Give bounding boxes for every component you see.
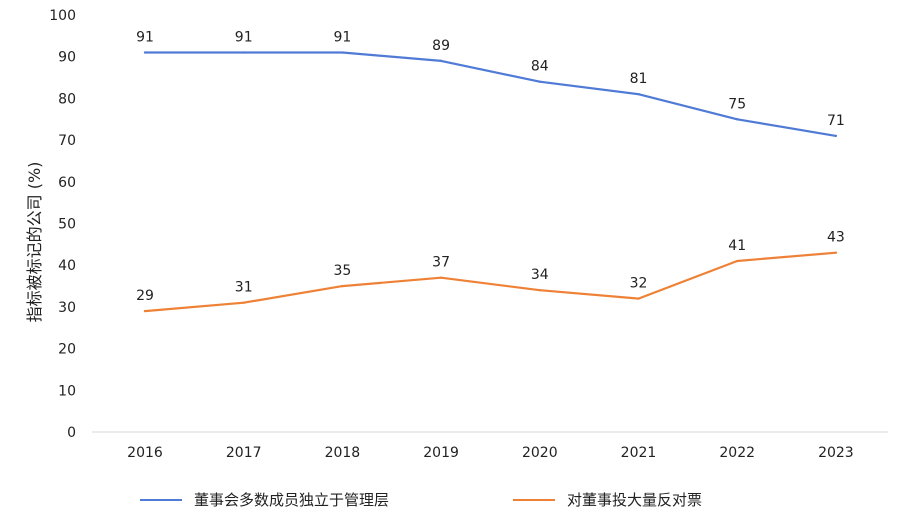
data-point — [341, 284, 344, 288]
data-label: 89 — [432, 38, 450, 54]
data-point — [637, 93, 640, 96]
data-point — [143, 51, 147, 54]
data-label: 31 — [235, 280, 253, 296]
y-axis: 0 10 20 30 40 50 60 70 80 90 100 — [49, 8, 76, 441]
series-group: 91 91 91 89 84 81 75 71 29 31 35 37 34 32 41 43 — [136, 30, 845, 313]
x-tick-label: 2023 — [818, 445, 854, 461]
data-label: 84 — [531, 59, 549, 75]
data-label: 91 — [235, 30, 253, 46]
data-point — [242, 51, 245, 54]
legend-label-0: 董事会多数成员独立于管理层 — [194, 491, 390, 509]
data-point — [439, 59, 443, 63]
series-line-0 — [145, 51, 837, 137]
y-tick-label: 50 — [58, 217, 76, 233]
x-tick-label: 2017 — [226, 445, 262, 461]
data-label: 81 — [630, 71, 648, 87]
data-label: 37 — [432, 255, 450, 271]
y-tick-label: 80 — [58, 91, 76, 107]
y-axis-label: 指标被标记的公司 (%) — [25, 162, 44, 323]
data-label: 32 — [630, 276, 648, 292]
y-tick-label: 70 — [58, 133, 76, 149]
data-point — [736, 259, 739, 263]
data-label: 71 — [827, 113, 845, 129]
y-tick-label: 40 — [58, 258, 76, 274]
y-tick-label: 30 — [58, 300, 76, 316]
data-point — [538, 80, 541, 83]
legend-label-1: 对董事投大量反对票 — [567, 491, 703, 509]
data-label: 43 — [827, 230, 845, 246]
y-tick-label: 10 — [58, 383, 76, 399]
series-line-1 — [144, 251, 836, 313]
y-tick-label: 0 — [67, 425, 76, 441]
data-point — [439, 276, 443, 279]
data-point — [834, 134, 838, 138]
data-label: 91 — [333, 30, 351, 46]
y-tick-label: 90 — [58, 50, 76, 66]
data-point — [242, 301, 245, 304]
data-point — [341, 51, 344, 54]
data-label: 35 — [333, 263, 351, 279]
x-tick-label: 2018 — [325, 445, 361, 461]
legend-swatch-1 — [513, 498, 555, 501]
data-label: 91 — [136, 30, 154, 46]
x-tick-label: 2020 — [522, 445, 558, 461]
legend-item-0: 董事会多数成员独立于管理层 — [140, 489, 389, 510]
data-point — [736, 118, 739, 121]
y-tick-label: 100 — [49, 8, 76, 24]
y-tick-label: 20 — [58, 342, 76, 358]
data-label: 41 — [728, 238, 746, 254]
data-point — [834, 251, 838, 254]
legend-item-1: 对董事投大量反对票 — [513, 489, 702, 510]
y-tick-label: 60 — [58, 175, 76, 191]
data-label: 75 — [728, 96, 746, 112]
data-label: 34 — [531, 267, 549, 283]
x-axis: 2016 2017 2018 2019 2020 2021 2022 2023 — [127, 445, 854, 461]
x-tick-label: 2022 — [719, 445, 755, 461]
x-tick-label: 2016 — [127, 445, 163, 461]
x-tick-label: 2019 — [423, 445, 459, 461]
data-point — [637, 297, 640, 300]
data-label: 29 — [136, 288, 154, 304]
data-point — [143, 309, 147, 313]
x-tick-label: 2021 — [621, 445, 657, 461]
legend-swatch-0 — [140, 498, 182, 501]
data-point — [538, 289, 541, 292]
